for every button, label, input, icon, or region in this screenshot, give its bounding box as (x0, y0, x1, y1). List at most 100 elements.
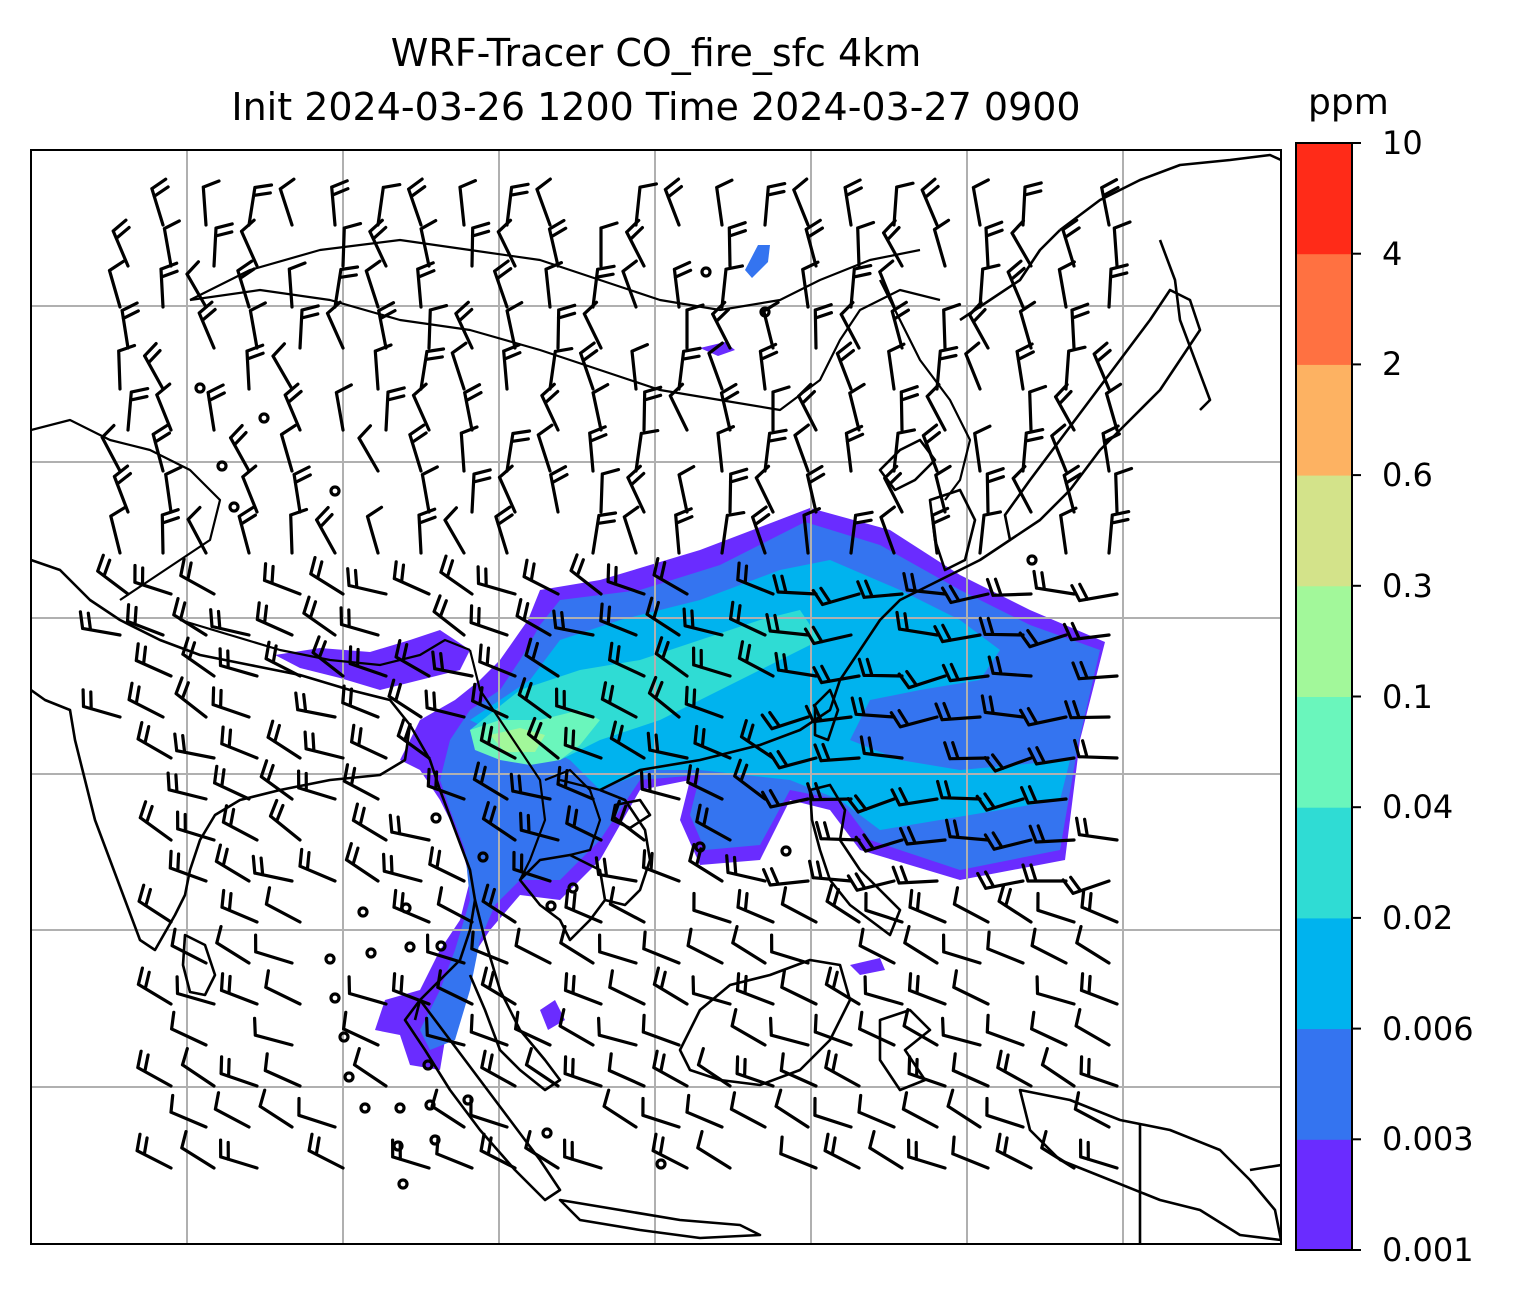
wind-barb (481, 883, 517, 924)
wind-barb (396, 718, 431, 760)
wind-barb (512, 850, 552, 883)
wind-barb (839, 300, 861, 350)
colorbar-tick-label: 0.006 (1382, 1009, 1474, 1048)
wind-barb (731, 925, 767, 965)
india-coastline (31, 558, 412, 952)
wind-barb (793, 423, 810, 473)
wind-barb (341, 222, 363, 268)
wind-barb (971, 178, 990, 227)
sumatra (403, 998, 562, 1202)
wind-barb (424, 689, 466, 719)
wind-barb (432, 594, 466, 637)
wind-barb (248, 301, 267, 350)
map-frame (30, 149, 1282, 1245)
wind-barb (289, 507, 309, 555)
wind-barb (298, 304, 320, 350)
wind-barb (135, 1132, 173, 1170)
wind-barb (524, 1047, 560, 1088)
wind-barb (556, 303, 577, 350)
wind-barb (878, 259, 896, 309)
wind-barb (801, 260, 820, 309)
wind-barb (133, 563, 173, 596)
wind-barb (986, 930, 1025, 965)
wind-barb (946, 1088, 982, 1129)
wind-barb (804, 703, 853, 724)
wind-barb (394, 639, 431, 678)
wind-barb (1021, 863, 1068, 883)
calm-wind-marker (404, 941, 416, 953)
wind-barb (846, 794, 896, 814)
sri-lanka (181, 933, 217, 997)
colorbar-segment (1296, 143, 1352, 255)
wind-barb (81, 688, 122, 719)
wind-barb (804, 218, 824, 268)
wind-barb (283, 382, 303, 432)
wind-barb (599, 221, 619, 268)
wind-barb (279, 423, 298, 473)
wind-barb (185, 260, 208, 309)
wind-barb (715, 178, 734, 227)
china-mongolia-border (189, 288, 941, 412)
wind-barb (547, 218, 568, 268)
wind-barb (903, 925, 939, 965)
wind-barb (792, 177, 810, 227)
calm-wind-marker (359, 1102, 371, 1114)
wind-barb (480, 1049, 517, 1088)
wind-barb (932, 218, 951, 268)
wind-barb (262, 562, 302, 596)
wind-barb (174, 676, 208, 719)
wind-barb (143, 342, 165, 391)
wind-barb (268, 798, 302, 842)
wind-barb (1062, 464, 1082, 514)
wind-barb (176, 810, 216, 842)
wind-barb (600, 681, 638, 719)
wind-barb (229, 424, 251, 473)
wind-barb (729, 1091, 767, 1129)
wind-barb (1079, 1055, 1119, 1088)
wind-barb (779, 1052, 818, 1088)
wind-barb (419, 347, 446, 391)
wind-barb (514, 927, 552, 965)
wind-barb (426, 767, 466, 801)
wind-barb (536, 423, 554, 473)
wind-barb (266, 719, 302, 760)
wind-barb (469, 1096, 509, 1129)
wind-barb (640, 770, 681, 801)
wind-barb (930, 506, 951, 555)
wind-barb (1018, 300, 1037, 350)
wind-barb (599, 468, 621, 514)
wind-barb (626, 464, 646, 514)
wind-barb (641, 1013, 681, 1047)
wind-barb (758, 342, 779, 391)
wind-barb (762, 867, 810, 887)
wind-barb (1101, 424, 1121, 473)
colorbar-tick-label: 4 (1382, 234, 1403, 273)
wind-barb (127, 681, 165, 719)
wind-barb (1070, 302, 1090, 350)
wind-barb (559, 925, 595, 965)
plume-patch-himalaya (275, 630, 470, 690)
colorbar-segment (1296, 917, 1352, 1030)
china-northeast-border (879, 279, 972, 501)
wind-barb (136, 1049, 173, 1088)
wind-barb (728, 467, 749, 514)
wind-barb (164, 465, 183, 514)
wind-barb (136, 966, 173, 1006)
wind-barb (813, 1096, 853, 1129)
wind-barb (388, 813, 431, 842)
wind-barb (945, 818, 990, 842)
gulf-of-thailand (518, 853, 607, 942)
wind-barb (368, 218, 388, 268)
wind-barb (857, 1093, 896, 1129)
china-bohai (878, 438, 937, 492)
wind-barb (117, 343, 137, 391)
wind-barb (564, 888, 603, 924)
wind-barb (555, 687, 595, 719)
plume-patch-sumatra (540, 1000, 565, 1030)
wind-barb (443, 506, 466, 555)
wind-barb (985, 1096, 1025, 1129)
wind-barb (854, 833, 904, 853)
wind-barb (1112, 220, 1132, 268)
plume-patch-borneo (850, 958, 885, 975)
wind-barb (692, 891, 732, 924)
